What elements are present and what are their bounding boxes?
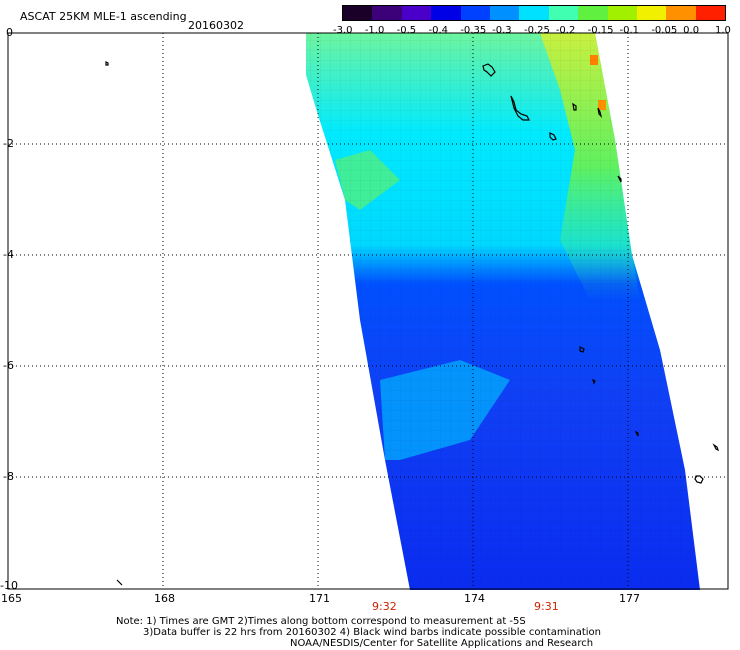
colorbar-segment [548, 6, 579, 20]
colorbar-label: -0.25 [524, 25, 550, 36]
colorbar-label: -1.0 [364, 25, 385, 36]
colorbar-label: -0.4 [428, 25, 449, 36]
y-tick-minus2: -2 [3, 137, 14, 150]
footer-credit: NOAA/NESDIS/Center for Satellite Applica… [290, 638, 594, 649]
y-tick-minus6: -6 [3, 359, 14, 372]
grid [8, 33, 728, 589]
y-tick-minus4: -4 [3, 248, 14, 261]
island-banaba [105, 61, 109, 66]
y-tick-minus8: -8 [3, 470, 14, 483]
swath-texture [306, 33, 700, 590]
colorbar-label: 1.0 [715, 25, 731, 36]
colorbar-label: -0.05 [651, 25, 678, 36]
colorbar-label: -3.0 [333, 25, 353, 36]
islands [105, 61, 720, 586]
colorbar-segment [460, 6, 490, 20]
x-tick-177: 177 [619, 592, 640, 605]
colorbar-segment [401, 6, 432, 20]
colorbar-segment [695, 6, 725, 20]
colorbar-segment [578, 6, 608, 20]
colorbar-label: -0.5 [396, 25, 417, 36]
colorbar-segment [343, 6, 373, 20]
island-nikunau [579, 346, 585, 353]
colorbar-segment [489, 6, 520, 20]
colorbar-label: -0.2 [555, 25, 576, 36]
colorbar [342, 5, 726, 21]
island-tarawa-north [482, 63, 496, 77]
product-date: 20160302 [188, 19, 244, 32]
y-tick-0: 0 [6, 26, 13, 39]
island-kuria [617, 175, 622, 183]
island-arorae [634, 430, 639, 437]
colorbar-label: -0.35 [460, 25, 487, 36]
island-abemama [549, 132, 557, 141]
colorbar-label: 0.0 [683, 25, 700, 36]
x-tick-168: 168 [154, 592, 175, 605]
colorbar-segment [431, 6, 461, 20]
island-maiana [572, 102, 577, 111]
map-frame [7, 32, 729, 590]
colorbar-segment [372, 6, 402, 20]
island-tamana [591, 378, 596, 385]
y-tick-minus10: -10 [0, 579, 18, 592]
island-southwest [116, 579, 123, 586]
swath [306, 33, 700, 590]
colorbar-segment [607, 6, 637, 20]
colorbar-segment [519, 6, 549, 20]
colorbar-label: -0.1 [619, 25, 640, 36]
colorbar-segment [636, 6, 667, 20]
island-butaritari [597, 107, 603, 118]
colorbar-label: -0.3 [492, 25, 512, 36]
footer-note-2: 3)Data buffer is 22 hrs from 20160302 4)… [143, 627, 601, 638]
colorbar-label: -0.15 [587, 25, 614, 36]
footer-note-1: Note: 1) Times are GMT 2)Times along bot… [116, 616, 526, 627]
x-tick-171: 171 [309, 592, 330, 605]
island-nanumea [712, 443, 720, 452]
colorbar-labels: -3.0 -1.0 -0.5 -0.4 -0.35 -0.3 -0.25 -0.2 -0.15-… [330, 25, 731, 37]
pass-time-2: 9:31 [534, 600, 559, 613]
x-tick-174: 174 [464, 592, 485, 605]
x-tick-165: 165 [1, 592, 22, 605]
pass-time-1: 9:32 [372, 600, 397, 613]
product-title: ASCAT 25KM MLE-1 ascending [20, 10, 187, 23]
island-nui [694, 475, 704, 484]
colorbar-segment [666, 6, 696, 20]
island-tarawa [510, 95, 530, 121]
